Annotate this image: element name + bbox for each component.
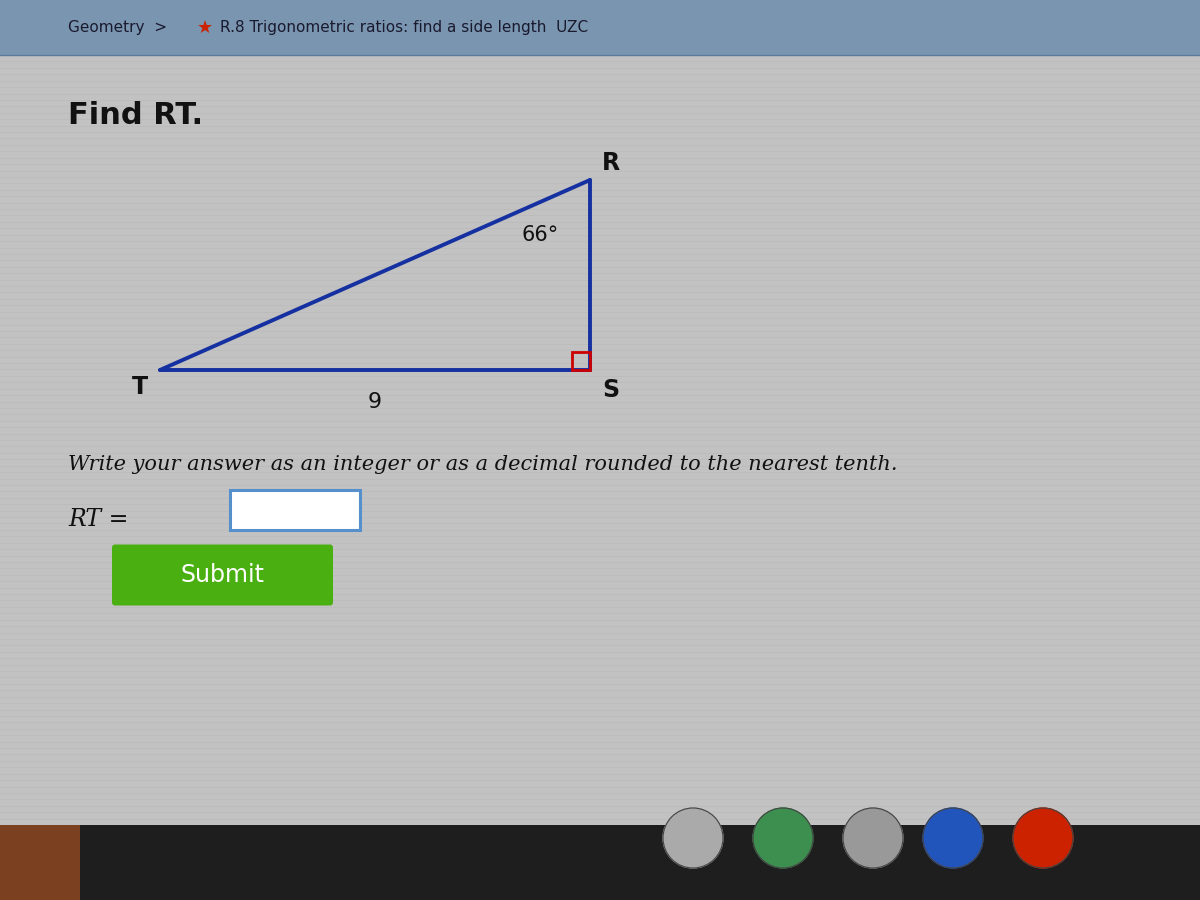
Bar bbox=[0, 55, 1200, 825]
Text: Geometry  >: Geometry > bbox=[68, 20, 167, 35]
Text: Submit: Submit bbox=[180, 563, 264, 587]
Text: RT =: RT = bbox=[68, 508, 128, 532]
Circle shape bbox=[754, 808, 814, 868]
Circle shape bbox=[662, 808, 722, 868]
Bar bbox=[230, 490, 360, 530]
Bar bbox=[0, 825, 1200, 900]
Circle shape bbox=[842, 808, 904, 868]
Text: S: S bbox=[602, 378, 619, 402]
Text: R: R bbox=[602, 151, 620, 175]
Bar bbox=[0, 0, 1200, 55]
Circle shape bbox=[923, 808, 983, 868]
Text: R.8 Trigonometric ratios: find a side length  UZC: R.8 Trigonometric ratios: find a side le… bbox=[220, 20, 588, 35]
FancyBboxPatch shape bbox=[112, 544, 334, 606]
Text: T: T bbox=[132, 375, 148, 399]
Text: 9: 9 bbox=[368, 392, 382, 412]
Text: 66°: 66° bbox=[521, 225, 559, 245]
Circle shape bbox=[1013, 808, 1073, 868]
Bar bbox=[0, 825, 80, 900]
Text: ★: ★ bbox=[197, 19, 214, 37]
Bar bbox=[572, 352, 590, 370]
Text: Find RT.: Find RT. bbox=[68, 101, 203, 130]
Text: Write your answer as an integer or as a decimal rounded to the nearest tenth.: Write your answer as an integer or as a … bbox=[68, 455, 898, 474]
